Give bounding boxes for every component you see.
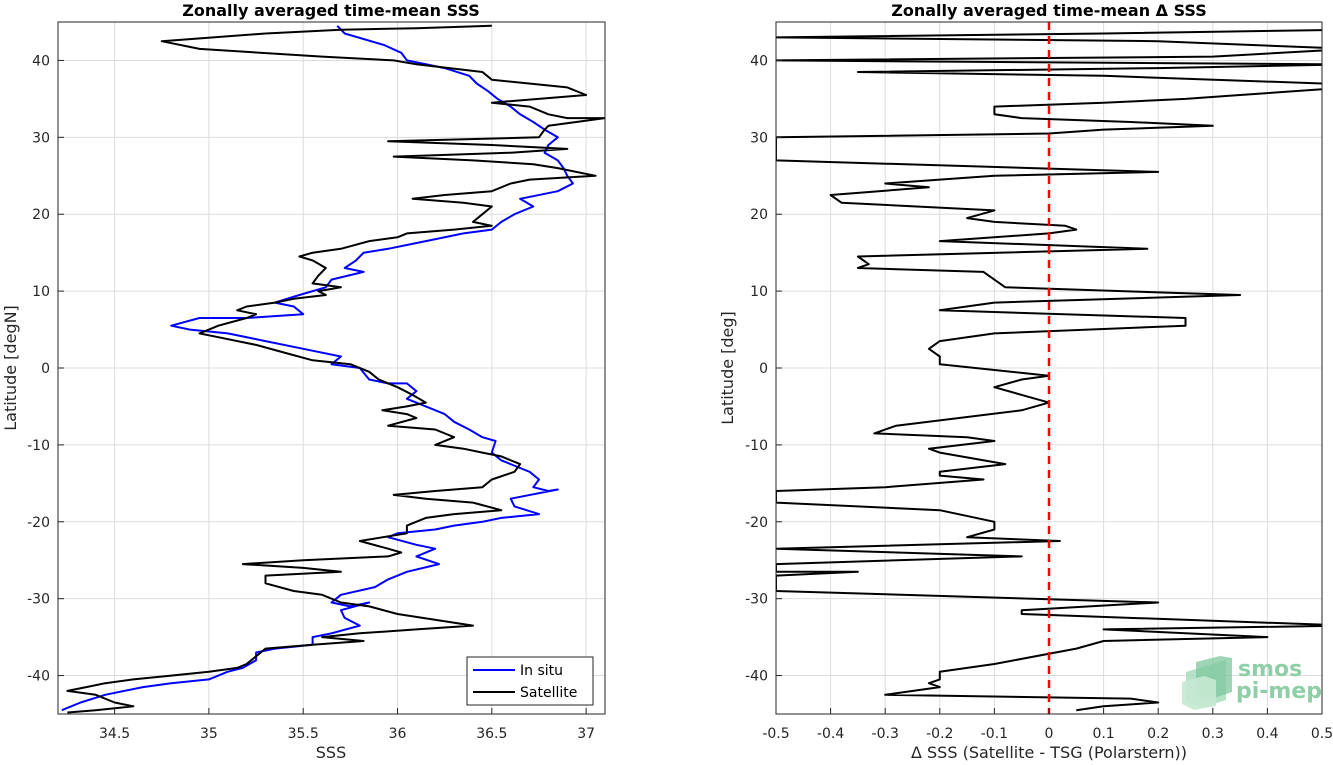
x-tick-label: 0.2 bbox=[1147, 726, 1169, 742]
y-tick-label: -40 bbox=[27, 669, 50, 685]
logo-line-2: pi-mep bbox=[1236, 679, 1322, 704]
y-tick-label: -40 bbox=[745, 669, 768, 685]
x-tick-label: -0.4 bbox=[817, 726, 844, 742]
chart-title: Zonally averaged time-mean Δ SSS bbox=[891, 1, 1207, 20]
series-lines bbox=[61, 24, 605, 714]
x-ticks: -0.5 -0.4 -0.3 -0.2 -0.1 0 0.1 0.2 0.3 0.4 0.5 bbox=[762, 708, 1333, 742]
y-tick-label: 30 bbox=[32, 130, 50, 146]
y-tick-label: 40 bbox=[750, 53, 768, 69]
x-tick-label: 0 bbox=[1045, 726, 1054, 742]
y-tick-label: 20 bbox=[750, 207, 768, 223]
x-tick-label: -0.5 bbox=[762, 726, 789, 742]
y-tick-label: -10 bbox=[27, 438, 50, 454]
y-axis-label: Latitude [deg] bbox=[718, 311, 737, 425]
y-axis-label: Latitude [degN] bbox=[1, 305, 20, 431]
sss-chart: Zonally averaged time-mean SSS 34.5 35 35.… bbox=[1, 1, 606, 762]
logo-line-1: smos bbox=[1238, 657, 1302, 682]
legend: In situ Satellite bbox=[466, 656, 594, 706]
x-tick-label: 0.1 bbox=[1092, 726, 1114, 742]
x-tick-label: 36.5 bbox=[476, 726, 507, 742]
legend-label-satellite: Satellite bbox=[520, 685, 577, 701]
y-tick-label: 10 bbox=[750, 284, 768, 300]
x-tick-label: 37 bbox=[577, 726, 595, 742]
grid bbox=[58, 22, 605, 714]
y-tick-label: -20 bbox=[27, 515, 50, 531]
series-line-0 bbox=[776, 29, 1322, 712]
y-ticks: -40 -30 -20 -10 0 10 20 30 40 bbox=[27, 53, 64, 685]
x-axis-label: SSS bbox=[316, 743, 346, 762]
x-tick-label: 35.5 bbox=[288, 726, 319, 742]
y-tick-label: 20 bbox=[32, 207, 50, 223]
x-tick-label: 34.5 bbox=[99, 726, 130, 742]
y-tick-label: -10 bbox=[745, 438, 768, 454]
series-lines bbox=[776, 29, 1322, 712]
delta-sss-chart: Zonally averaged time-mean Δ SSS -0.5 -0.… bbox=[718, 1, 1333, 762]
y-tick-label: 0 bbox=[41, 361, 50, 377]
series-line-satellite bbox=[66, 24, 605, 714]
x-tick-label: -0.3 bbox=[872, 726, 899, 742]
x-tick-label: -0.1 bbox=[981, 726, 1008, 742]
x-tick-label: 0.4 bbox=[1256, 726, 1278, 742]
x-tick-label: -0.2 bbox=[926, 726, 953, 742]
chart-title: Zonally averaged time-mean SSS bbox=[182, 1, 480, 20]
y-tick-label: -30 bbox=[745, 592, 768, 608]
y-ticks: -40 -30 -20 -10 0 10 20 30 40 bbox=[745, 53, 782, 685]
x-tick-label: 35 bbox=[200, 726, 218, 742]
y-tick-label: -20 bbox=[745, 515, 768, 531]
y-tick-label: 40 bbox=[32, 53, 50, 69]
x-tick-label: 36 bbox=[389, 726, 407, 742]
y-tick-label: 0 bbox=[759, 361, 768, 377]
smos-pi-mep-logo: smos pi-mep bbox=[1182, 656, 1322, 710]
x-tick-label: 0.5 bbox=[1311, 726, 1333, 742]
y-tick-label: -30 bbox=[27, 592, 50, 608]
y-tick-label: 30 bbox=[750, 130, 768, 146]
x-tick-label: 0.3 bbox=[1202, 726, 1224, 742]
x-axis-label: Δ SSS (Satellite - TSG (Polarstern)) bbox=[911, 743, 1187, 762]
x-ticks: 34.5 35 35.5 36 36.5 37 bbox=[99, 708, 595, 742]
legend-label-in-situ: In situ bbox=[520, 663, 563, 679]
y-tick-label: 10 bbox=[32, 284, 50, 300]
